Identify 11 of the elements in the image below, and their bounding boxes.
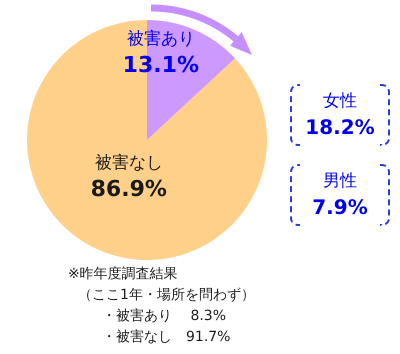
text: ・被害なし 91.7% [101,328,232,347]
text: （ここ1年・場所を問わず） [77,286,255,305]
text: 18.2% [304,114,376,140]
text: ※昨年度調査結果 [68,265,179,284]
pie-slice [27,20,267,260]
slice-label: 被害なし [94,152,163,173]
text: 女性 [322,90,358,113]
text: 7.9% [311,194,369,220]
text: 男性 [322,170,358,193]
data-label: 86.9% [90,176,167,202]
text: ・被害あり 8.3% [101,307,228,326]
